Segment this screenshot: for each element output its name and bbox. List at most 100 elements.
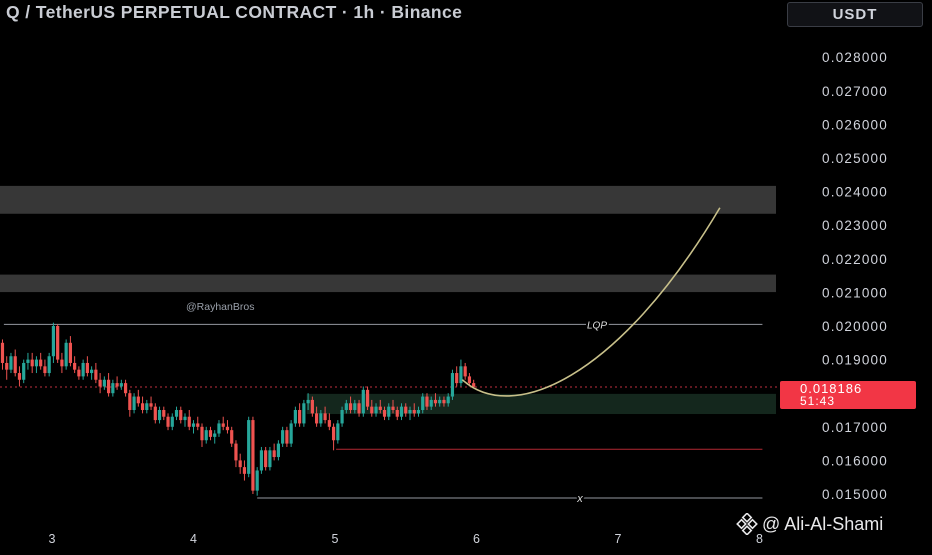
- candle: [145, 399, 149, 414]
- candle-body: [56, 326, 60, 360]
- candle-body: [285, 430, 289, 444]
- candle-body: [378, 406, 382, 410]
- candle-body: [382, 410, 387, 417]
- candle-body: [242, 467, 247, 474]
- candle-body: [174, 410, 179, 417]
- candle: [442, 396, 446, 407]
- candle-body: [238, 460, 242, 468]
- candle-body: [123, 383, 128, 394]
- x-level-label: x: [576, 493, 583, 505]
- candle: [123, 379, 128, 397]
- candle: [344, 399, 348, 414]
- candle: [174, 406, 179, 421]
- projection-layer: [461, 207, 721, 397]
- candle: [39, 352, 43, 370]
- candle: [200, 423, 204, 447]
- zones-layer: [0, 185, 776, 415]
- candle-body: [408, 410, 412, 414]
- candle: [264, 446, 268, 471]
- candle-body: [446, 396, 450, 404]
- candle-countdown: 51:43: [800, 394, 835, 408]
- last-price-badge-bg: [780, 380, 916, 409]
- candle: [179, 406, 183, 424]
- price-tick-label: 0.015000: [822, 487, 888, 502]
- candle-body: [136, 396, 140, 404]
- candle-body: [162, 410, 166, 417]
- candle: [98, 373, 102, 394]
- candle-body: [391, 406, 395, 410]
- candle-body: [348, 403, 353, 410]
- candle: [208, 426, 213, 441]
- candle-body: [268, 450, 272, 468]
- candle-body: [459, 366, 463, 384]
- author-handle: @RayhanBros: [186, 301, 254, 313]
- candle-body: [179, 410, 183, 421]
- candle: [166, 413, 170, 431]
- currency-button[interactable]: USDT: [787, 2, 923, 27]
- price-tick-label: 0.027000: [822, 84, 888, 99]
- candle-body: [17, 373, 22, 380]
- candle: [412, 403, 416, 417]
- candle-body: [170, 416, 174, 427]
- candle: [183, 413, 187, 427]
- candle: [298, 403, 302, 427]
- candle-body: [264, 450, 268, 468]
- candle: [102, 376, 106, 390]
- candle: [463, 362, 467, 380]
- author-watermark: @ Ali-Al-Shami: [736, 513, 883, 535]
- price-tick-label: 0.016000: [822, 453, 888, 468]
- price-tick-label: 0.020000: [822, 319, 888, 334]
- candle-body: [140, 403, 145, 410]
- candle: [255, 467, 259, 496]
- candle-body: [421, 396, 425, 410]
- candle-body: [128, 393, 132, 410]
- candle: [450, 369, 455, 400]
- candle-body: [191, 423, 196, 427]
- candle: [408, 406, 412, 421]
- price-tick-label: 0.028000: [822, 50, 888, 65]
- candle: [77, 366, 81, 380]
- candle-body: [251, 420, 255, 491]
- candle: [136, 389, 140, 407]
- price-axis[interactable]: 0.028000 0.027000 0.026000 0.025000 0.024000…: [822, 50, 888, 502]
- candle: [319, 410, 323, 427]
- time-tick-label: 8: [756, 532, 763, 546]
- candle: [153, 403, 157, 424]
- chart-title: Q / TetherUS PERPETUAL CONTRACT · 1h · B…: [6, 2, 463, 22]
- candle-body: [336, 423, 340, 441]
- candle: [56, 324, 60, 363]
- candle-body: [166, 416, 170, 427]
- candle-body: [230, 430, 234, 444]
- candle: [238, 453, 242, 474]
- candle-body: [5, 362, 9, 370]
- candle: [5, 356, 9, 380]
- candles-layer: [0, 322, 476, 496]
- price-tick-label: 0.017000: [822, 420, 888, 435]
- candle: [259, 446, 264, 474]
- candle-body: [472, 383, 476, 387]
- candle-body: [90, 369, 94, 374]
- candle-body: [374, 406, 378, 414]
- candle: [68, 336, 72, 367]
- candle-body: [200, 426, 204, 441]
- candle-body: [438, 399, 442, 404]
- candle: [429, 396, 433, 410]
- tradingview-diamond-logo-icon: [736, 513, 758, 535]
- candle: [281, 426, 285, 447]
- time-tick-label: 6: [473, 532, 480, 546]
- candle: [9, 352, 13, 374]
- candle: [128, 389, 132, 417]
- candle: [416, 406, 421, 417]
- candle-body: [327, 420, 331, 427]
- candle-body: [467, 376, 472, 384]
- price-tick-label: 0.026000: [822, 117, 888, 132]
- price-tick-label: 0.024000: [822, 185, 888, 200]
- candle-body: [98, 379, 102, 387]
- time-axis[interactable]: 3 4 5 6 7 8: [49, 532, 764, 546]
- candle-body: [0, 342, 5, 363]
- candle: [268, 446, 272, 471]
- candle: [17, 366, 22, 387]
- candle: [331, 423, 336, 451]
